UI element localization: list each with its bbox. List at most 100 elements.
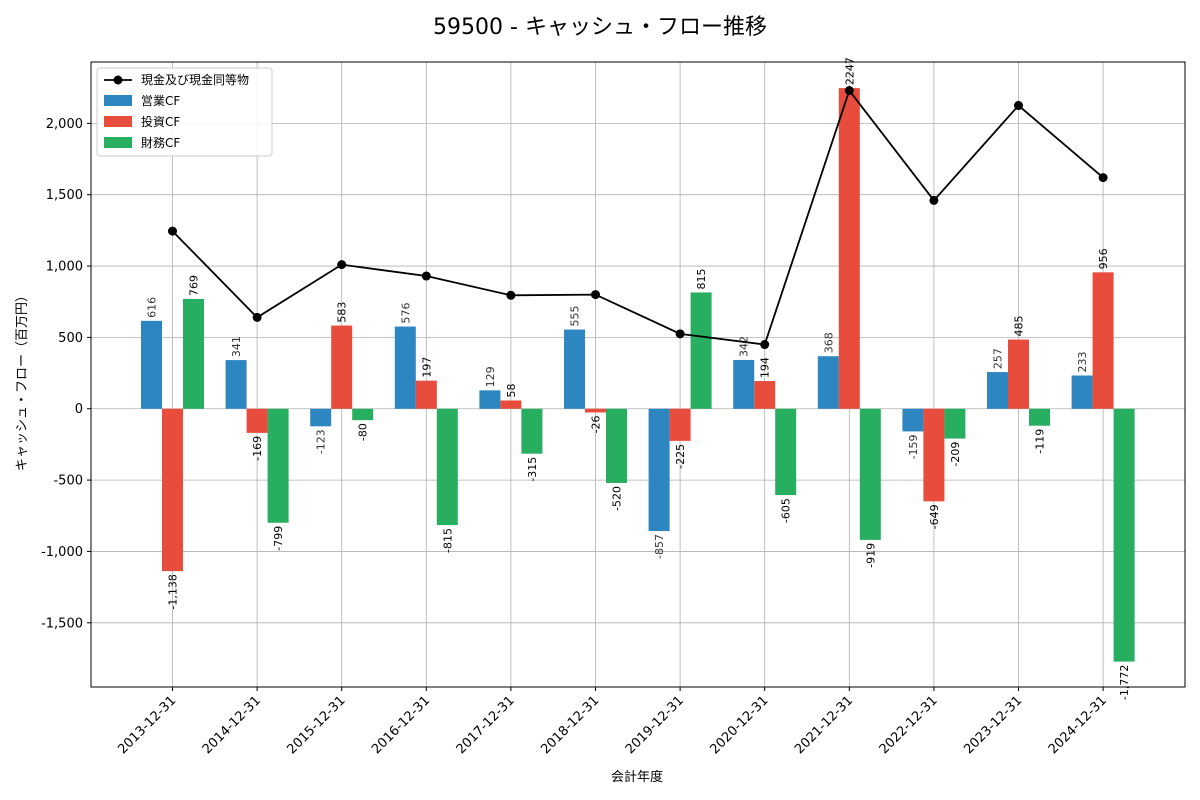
cash-point-10	[1014, 101, 1023, 111]
y-tick-label: 500	[58, 331, 83, 346]
y-axis-label: キャッシュ・フロー（百万円）	[15, 289, 30, 471]
data-label-1-3: 197	[420, 357, 433, 378]
cash-line	[168, 86, 1108, 350]
x-axis-label: 会計年度	[611, 769, 663, 785]
bar-1-4	[500, 400, 522, 409]
data-label-1-7: 194	[759, 357, 772, 378]
data-label-1-8: 2247	[843, 57, 856, 85]
y-tick-label: 2,000	[46, 117, 83, 132]
x-tick-label: 2021-12-31	[792, 693, 856, 757]
y-tick-label: 0	[75, 402, 83, 417]
x-tick-label: 2013-12-31	[115, 693, 179, 757]
x-tick-label: 2022-12-31	[877, 693, 941, 757]
grid	[91, 62, 1185, 687]
x-tick-label: 2020-12-31	[707, 693, 771, 757]
data-label-2-2: -80	[357, 423, 370, 441]
bar-1-9	[923, 408, 945, 502]
bar-1-7	[754, 381, 776, 409]
bar-1-0	[162, 408, 183, 572]
cash-point-11	[1098, 173, 1108, 183]
data-label-0-1: 341	[230, 336, 243, 357]
data-label-0-3: 576	[399, 303, 412, 324]
bar-0-11	[1071, 375, 1093, 409]
cash-point-6	[675, 329, 685, 339]
bar-0-1	[225, 360, 247, 409]
cash-point-9	[929, 195, 939, 205]
data-label-1-5: -26	[590, 415, 603, 433]
bar-1-3	[415, 380, 437, 409]
data-label-2-1: -799	[272, 526, 285, 551]
data-label-0-11: 233	[1076, 351, 1089, 372]
bar-0-7	[733, 359, 755, 409]
data-label-2-4: -315	[526, 457, 539, 482]
data-label-1-0: -1,138	[167, 574, 180, 609]
data-label-2-11: -1,772	[1118, 665, 1131, 700]
data-label-2-3: -815	[441, 528, 454, 553]
x-tick-label: 2017-12-31	[454, 693, 518, 757]
y-axis: -1,500 -1,000 -500 0 500 1,000 1,500 2,000	[41, 117, 91, 631]
bar-2-5	[606, 408, 627, 483]
bar-2-2	[352, 408, 374, 421]
bar-1-5	[585, 408, 606, 413]
x-tick-label: 2015-12-31	[284, 693, 348, 757]
data-label-2-8: -919	[864, 543, 877, 568]
y-tick-label: -1,500	[41, 616, 83, 631]
x-tick-label: 2014-12-31	[200, 693, 264, 757]
x-tick-label: 2019-12-31	[623, 693, 687, 757]
data-label-0-4: 129	[484, 366, 497, 387]
bar-0-4	[479, 390, 501, 409]
x-tick-label: 2023-12-31	[961, 693, 1025, 757]
bar-0-9	[902, 408, 924, 432]
data-label-0-9: -159	[907, 434, 920, 459]
data-label-0-0: 616	[146, 297, 159, 318]
y-tick-label: -500	[53, 474, 83, 489]
bar-2-4	[521, 408, 543, 454]
data-label-1-6: -225	[674, 444, 687, 469]
data-label-0-5: 555	[569, 306, 582, 327]
data-label-2-9: -209	[949, 442, 962, 467]
bar-2-11	[1113, 408, 1135, 662]
x-tick-label: 2018-12-31	[538, 693, 602, 757]
data-label-0-2: -123	[315, 429, 328, 454]
data-label-2-10: -119	[1034, 429, 1047, 454]
bar-2-9	[944, 408, 966, 439]
bar-1-10	[1008, 339, 1029, 409]
legend-box	[96, 67, 273, 157]
legend-label-2: 財務CF	[141, 135, 180, 150]
x-tick-label: 2016-12-31	[369, 693, 433, 757]
bar-1-11	[1092, 272, 1114, 409]
bar-0-5	[564, 329, 585, 409]
legend-label-1: 投資CF	[141, 114, 180, 129]
data-label-1-4: 58	[505, 383, 518, 397]
bar-2-7	[775, 408, 797, 496]
data-label-0-8: 368	[822, 332, 835, 353]
data-label-2-6: 815	[695, 268, 708, 289]
data-label-2-5: -520	[611, 486, 624, 511]
bar-0-2	[310, 408, 332, 427]
cash-point-5	[591, 290, 600, 300]
data-label-1-10: 485	[1013, 316, 1026, 337]
data-label-1-11: 956	[1097, 248, 1110, 269]
bar-0-10	[987, 372, 1008, 409]
legend-swatch-0	[104, 95, 132, 106]
legend-swatch-1	[104, 116, 132, 127]
y-tick-label: 1,500	[46, 188, 83, 203]
bar-0-0	[141, 320, 162, 409]
bar-2-8	[859, 408, 881, 540]
legend-label-0: 営業CF	[141, 94, 180, 108]
bar-2-1	[267, 408, 289, 523]
bar-2-0	[183, 299, 204, 409]
x-axis: 2013-12-31 2014-12-31 2015-12-31 2016-12-31…	[115, 687, 1110, 757]
cash-point-7	[760, 340, 770, 350]
cash-line-path	[171, 88, 1104, 346]
cash-point-1	[252, 312, 262, 322]
legend-swatch-2	[104, 137, 132, 148]
cash-point-3	[421, 271, 431, 281]
legend-label-cash: 現金及び現金同等物	[141, 72, 249, 87]
bar-1-2	[331, 325, 353, 409]
bar-2-3	[436, 408, 458, 526]
plot-frame	[90, 61, 1186, 688]
bar-1-1	[246, 408, 268, 433]
data-label-1-2: 583	[336, 302, 349, 323]
x-tick-label: 2024-12-31	[1046, 693, 1110, 757]
